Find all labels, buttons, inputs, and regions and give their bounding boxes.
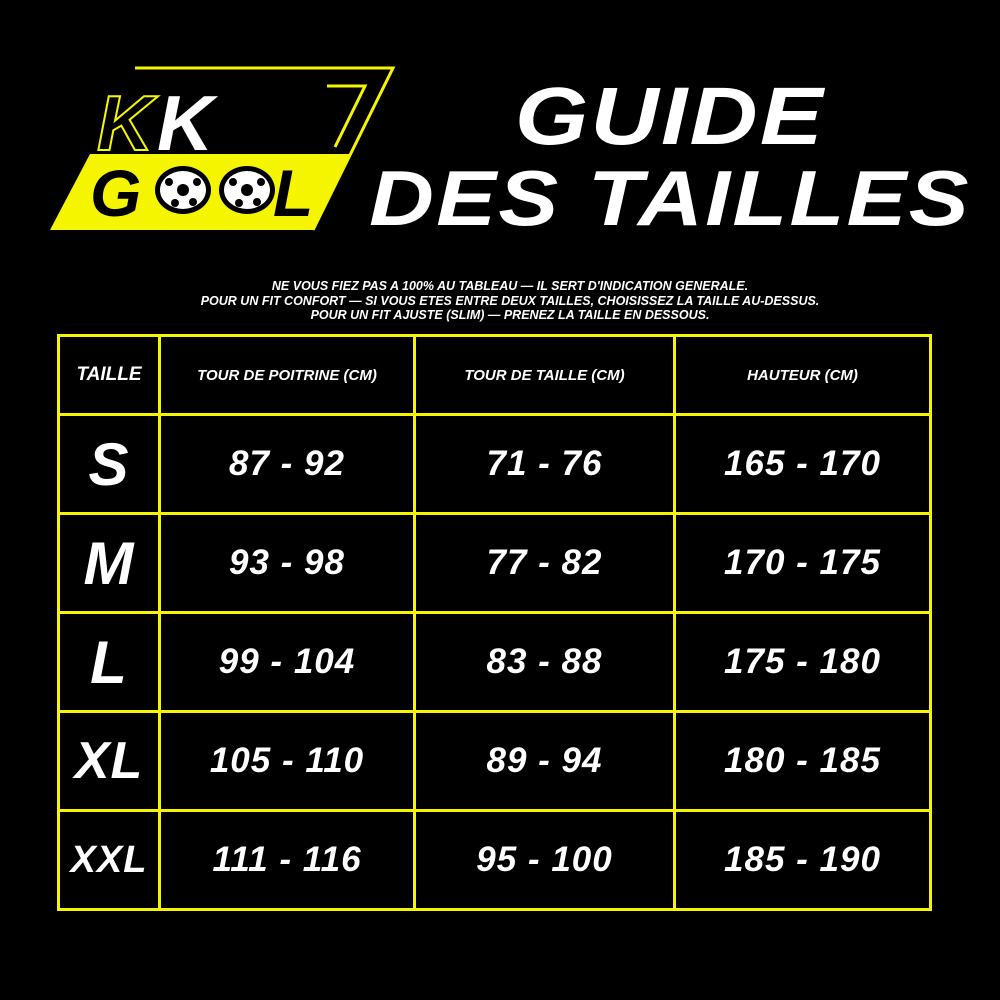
- page-title-line2: DES TAILLES: [369, 154, 971, 242]
- svg-text:L: L: [273, 156, 313, 230]
- table-row: XXL 111 - 116 95 - 100 185 - 190: [57, 809, 932, 911]
- chest-cell: 111 - 116: [158, 809, 416, 911]
- chest-cell: 87 - 92: [158, 413, 416, 515]
- fit-notes: Ne vous fiez pas a 100% au tableau — il …: [100, 279, 920, 323]
- height-cell: 170 - 175: [673, 512, 932, 614]
- size-table: Taille Tour de poitrine (cm) Tour de tai…: [57, 334, 932, 911]
- table-row: S 87 - 92 71 - 76 165 - 170: [57, 413, 932, 515]
- waist-cell: 71 - 76: [413, 413, 676, 515]
- header-chest: Tour de poitrine (cm): [158, 334, 416, 416]
- svg-text:K: K: [157, 79, 219, 167]
- height-cell: 165 - 170: [673, 413, 932, 515]
- chest-cell: 93 - 98: [158, 512, 416, 614]
- kk-gool-logo: K K G L: [50, 66, 396, 231]
- table-header-row: Taille Tour de poitrine (cm) Tour de tai…: [57, 334, 932, 416]
- note-line: Ne vous fiez pas a 100% au tableau — il …: [271, 279, 749, 293]
- waist-cell: 83 - 88: [413, 611, 676, 713]
- size-cell: L: [57, 611, 161, 713]
- chest-cell: 105 - 110: [158, 710, 416, 812]
- header-size: Taille: [57, 334, 161, 416]
- waist-cell: 89 - 94: [413, 710, 676, 812]
- size-cell: XXL: [57, 809, 161, 911]
- note-line: Pour un fit ajuste (slim) — prenez la ta…: [310, 308, 710, 322]
- table-row: XL 105 - 110 89 - 94 180 - 185: [57, 710, 932, 812]
- header-waist: Tour de taille (cm): [413, 334, 676, 416]
- header-height: Hauteur (cm): [673, 334, 932, 416]
- chest-cell: 99 - 104: [158, 611, 416, 713]
- height-cell: 185 - 190: [673, 809, 932, 911]
- soccer-ball-icon: [155, 166, 211, 214]
- waist-cell: 77 - 82: [413, 512, 676, 614]
- soccer-ball-icon: [219, 166, 275, 214]
- size-cell: XL: [57, 710, 161, 812]
- waist-cell: 95 - 100: [413, 809, 676, 911]
- note-line: Pour un fit confort — si vous etes entre…: [200, 293, 820, 308]
- table-row: M 93 - 98 77 - 82 170 - 175: [57, 512, 932, 614]
- page-title-line1: GUIDE: [514, 71, 826, 162]
- size-cell: S: [57, 413, 161, 515]
- svg-text:G: G: [90, 156, 141, 230]
- height-cell: 175 - 180: [673, 611, 932, 713]
- svg-text:K: K: [97, 79, 159, 167]
- table-row: L 99 - 104 83 - 88 175 - 180: [57, 611, 932, 713]
- height-cell: 180 - 185: [673, 710, 932, 812]
- size-cell: M: [57, 512, 161, 614]
